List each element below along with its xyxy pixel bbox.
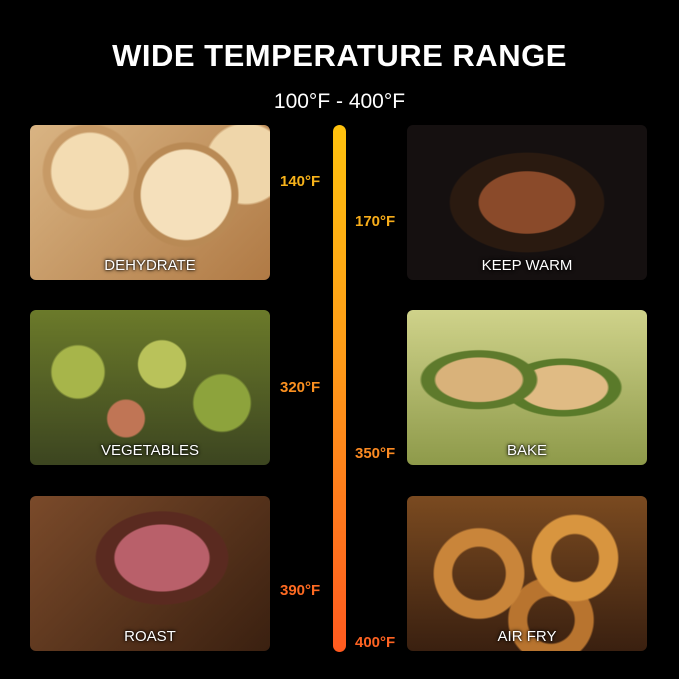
temp-vegetables: 320°F: [280, 379, 321, 396]
temp-bake: 350°F: [355, 445, 396, 462]
dehydrate-image: DEHYDRATE: [30, 125, 270, 280]
temp-air-fry: 400°F: [355, 634, 396, 651]
bake-image: BAKE: [407, 310, 647, 465]
temp-dehydrate: 140°F: [280, 173, 321, 190]
vegetables-image: VEGETABLES: [30, 310, 270, 465]
air-fry-image: AIR FRY: [407, 496, 647, 651]
temperature-gradient-bar: [333, 125, 346, 652]
mode-label: VEGETABLES: [100, 442, 200, 459]
page-title: WIDE TEMPERATURE RANGE: [112, 38, 567, 73]
mode-label: DEHYDRATE: [104, 257, 196, 274]
temp-keep-warm: 170°F: [355, 213, 396, 230]
temp-roast: 390°F: [280, 582, 321, 599]
mode-label: KEEP WARM: [481, 257, 573, 274]
mode-label: BAKE: [506, 442, 548, 459]
roast-image: ROAST: [30, 496, 270, 651]
temperature-range: 100°F - 400°F: [273, 90, 406, 113]
keep-warm-image: KEEP WARM: [407, 125, 647, 280]
mode-label: AIR FRY: [497, 628, 557, 645]
mode-label: ROAST: [124, 628, 176, 645]
